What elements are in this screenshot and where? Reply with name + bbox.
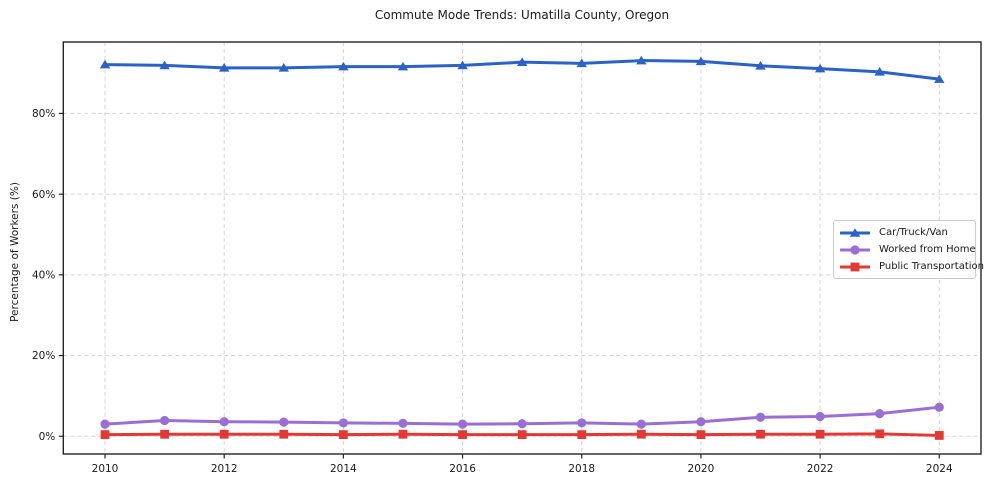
circle-marker <box>517 419 527 429</box>
circle-marker <box>636 419 646 429</box>
square-marker <box>696 430 706 440</box>
circle-marker <box>219 417 229 427</box>
triangle-marker <box>576 58 587 68</box>
x-tick-label: 2012 <box>211 463 238 475</box>
y-tick-label: 80% <box>32 108 55 120</box>
circle-marker <box>338 418 348 428</box>
triangle-marker <box>516 57 528 66</box>
triangle-marker <box>278 63 289 72</box>
circle-marker <box>755 412 766 422</box>
square-marker <box>398 429 408 439</box>
square-marker <box>577 430 587 440</box>
legend-entry-worked-from-home: Worked from Home <box>840 242 976 258</box>
legend-line-circle-icon <box>840 244 870 255</box>
series-circle <box>100 402 944 429</box>
series-square <box>100 429 944 440</box>
chart-title: Commute Mode Trends: Umatilla County, Or… <box>374 8 670 22</box>
square-marker <box>934 431 944 440</box>
square-marker <box>458 430 467 440</box>
square-marker <box>219 429 229 439</box>
square-marker <box>279 429 289 439</box>
triangle-marker <box>849 227 861 237</box>
y-tick-label: 0% <box>39 431 56 443</box>
x-tick-label: 2024 <box>926 463 953 475</box>
x-tick-label: 2014 <box>330 463 357 475</box>
triangle-marker <box>338 61 349 71</box>
square-marker <box>875 429 885 439</box>
legend-label: Worked from Home <box>879 244 976 255</box>
y-tick-label: 40% <box>32 270 55 282</box>
legend-entry-public-transportation: Public Transportation <box>840 259 984 275</box>
triangle-marker <box>397 61 409 71</box>
circle-marker <box>398 418 408 428</box>
series-triangle <box>99 55 945 83</box>
triangle-marker <box>159 60 170 70</box>
triangle-marker <box>695 56 707 66</box>
legend: Car/Truck/Van Worked from Home Public Tr… <box>833 220 984 279</box>
legend-line-triangle-icon <box>840 227 870 237</box>
circle-marker <box>279 417 289 427</box>
square-marker <box>756 429 765 439</box>
triangle-marker <box>814 63 826 73</box>
square-marker <box>160 429 170 439</box>
axes-spines <box>62 41 982 455</box>
triangle-marker <box>457 60 468 70</box>
circle-marker <box>160 415 170 426</box>
circle-marker <box>100 419 110 429</box>
x-tick-label: 2016 <box>449 463 476 475</box>
legend-line-square-icon <box>840 262 870 271</box>
triangle-marker <box>755 61 766 70</box>
circle-marker <box>577 418 587 428</box>
circle-marker <box>850 244 860 255</box>
legend-label: Car/Truck/Van <box>879 227 948 238</box>
x-tick-label: 2018 <box>568 463 595 475</box>
circle-marker <box>696 417 706 427</box>
square-marker <box>850 262 860 271</box>
square-marker <box>338 430 348 440</box>
x-tick-label: 2020 <box>688 463 715 475</box>
square-marker <box>636 429 646 439</box>
x-tick-label: 2010 <box>92 463 119 475</box>
triangle-marker <box>636 55 647 65</box>
square-marker <box>815 429 825 439</box>
square-marker <box>100 430 110 440</box>
triangle-marker <box>99 59 111 69</box>
y-tick-label: 60% <box>32 189 55 201</box>
x-tick-label: 2022 <box>807 463 834 475</box>
legend-label: Public Transportation <box>879 261 984 272</box>
circle-marker <box>815 411 825 422</box>
triangle-marker <box>934 74 945 83</box>
legend-entry-car-truck-van: Car/Truck/Van <box>840 225 971 241</box>
square-marker <box>517 430 527 440</box>
triangle-marker <box>874 67 885 76</box>
circle-marker <box>934 402 944 412</box>
circle-marker <box>457 419 468 429</box>
circle-marker <box>875 409 885 419</box>
triangle-marker <box>218 63 230 72</box>
y-tick-label: 20% <box>32 350 55 362</box>
